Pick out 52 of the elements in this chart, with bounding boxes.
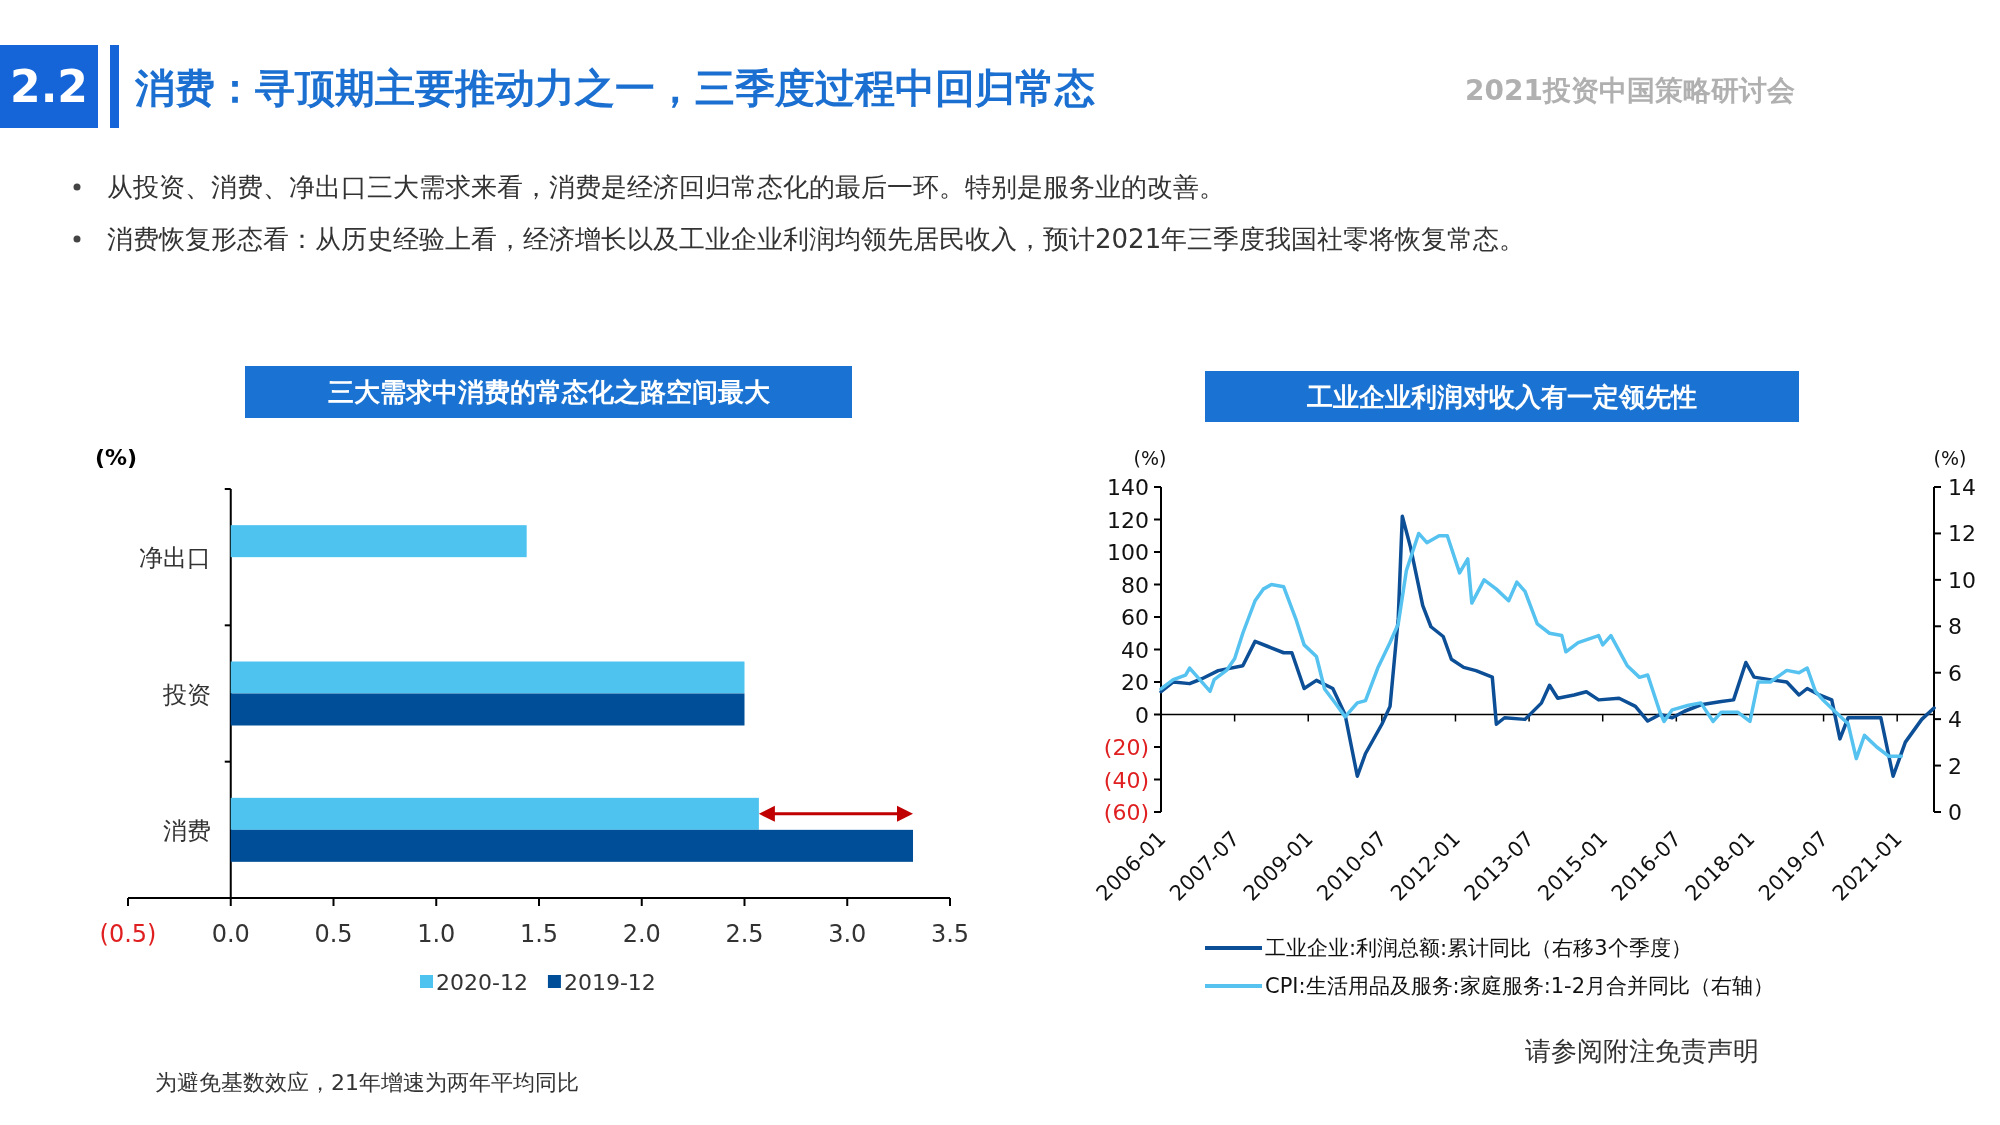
y-tick-label: 120 bbox=[1107, 507, 1149, 533]
y-tick-label: 消费 bbox=[162, 816, 211, 845]
chart-title: 三大需求中消费的常态化之路空间最大 bbox=[327, 377, 771, 407]
text: 消费恢复形态看：从历史经验上看，经济增长以及工业企业利润均领先居民收入，预计2021年三季度我国社零将恢复常态。 bbox=[107, 224, 1526, 254]
y-tick-label: 40 bbox=[1121, 637, 1149, 663]
x-tick-label: 2.5 bbox=[725, 920, 764, 948]
text: 从投资、消费、净出口三大需求来看，消费是经济回归常态化的最后一环。特别是服务业的改善。 bbox=[107, 172, 1225, 202]
y2-tick-label: 12 bbox=[1948, 521, 1976, 547]
y-axis-title: (%) bbox=[1133, 447, 1167, 469]
x-tick-label: 0.0 bbox=[211, 920, 250, 948]
x-tick-label: 0.5 bbox=[314, 920, 353, 948]
y2-tick-label: 14 bbox=[1948, 475, 1976, 500]
y-tick-label: (40) bbox=[1103, 767, 1149, 793]
y2-tick-label: 6 bbox=[1948, 660, 1962, 686]
y2-tick-label: 0 bbox=[1948, 800, 1962, 825]
x-axis-title: (%) bbox=[95, 445, 138, 470]
text: 2021投资中国策略研讨会 bbox=[1465, 74, 1795, 107]
y-tick-label: 投资 bbox=[161, 680, 211, 709]
y-tick-label: 20 bbox=[1121, 670, 1149, 695]
y-tick-label: 0 bbox=[1135, 702, 1149, 728]
bar bbox=[230, 525, 527, 558]
text: 为避免基数效应，21年增速为两年平均同比 bbox=[155, 1070, 579, 1095]
x-tick-label: 1.0 bbox=[417, 920, 456, 948]
chart-title: 工业企业利润对收入有一定领先性 bbox=[1306, 381, 1697, 412]
y-tick-label: 80 bbox=[1121, 572, 1149, 598]
y2-axis-title: (%) bbox=[1933, 447, 1967, 469]
legend-label: 工业企业:利润总额:累计同比（右移3个季度） bbox=[1265, 936, 1692, 960]
y2-tick-label: 2 bbox=[1948, 753, 1962, 779]
x-tick-label: 1.5 bbox=[519, 920, 559, 948]
text: 消费：寻顶期主要推动力之一，三季度过程中回归常态 bbox=[134, 65, 1095, 111]
y-tick-label: 60 bbox=[1121, 605, 1149, 630]
legend-label: 2020-12 bbox=[436, 970, 528, 995]
y-tick-label: 净出口 bbox=[138, 544, 211, 573]
y2-tick-label: 10 bbox=[1948, 567, 1976, 593]
line-series bbox=[1159, 531, 1904, 761]
y-tick-label: 140 bbox=[1107, 475, 1149, 500]
x-tick-label: 2.0 bbox=[622, 920, 661, 948]
bar bbox=[230, 829, 914, 862]
y-tick-label: (20) bbox=[1103, 735, 1149, 760]
legend-label: 2019-12 bbox=[563, 970, 656, 995]
x-tick-label: (0.5) bbox=[99, 920, 157, 948]
x-tick-label: 3.5 bbox=[930, 920, 970, 948]
y2-tick-label: 4 bbox=[1948, 707, 1962, 733]
bar bbox=[230, 693, 745, 726]
text: 2.2 bbox=[10, 61, 88, 112]
legend-label: CPI:生活用品及服务:家庭服务:1-2月合并同比（右轴） bbox=[1265, 974, 1775, 998]
y-tick-label: (60) bbox=[1103, 800, 1149, 825]
x-tick-label: 3.0 bbox=[828, 920, 867, 948]
text: 请参阅附注免责声明 bbox=[1525, 1036, 1759, 1066]
y-tick-label: 100 bbox=[1107, 540, 1149, 565]
y2-tick-label: 8 bbox=[1948, 614, 1962, 640]
bar bbox=[230, 661, 745, 694]
